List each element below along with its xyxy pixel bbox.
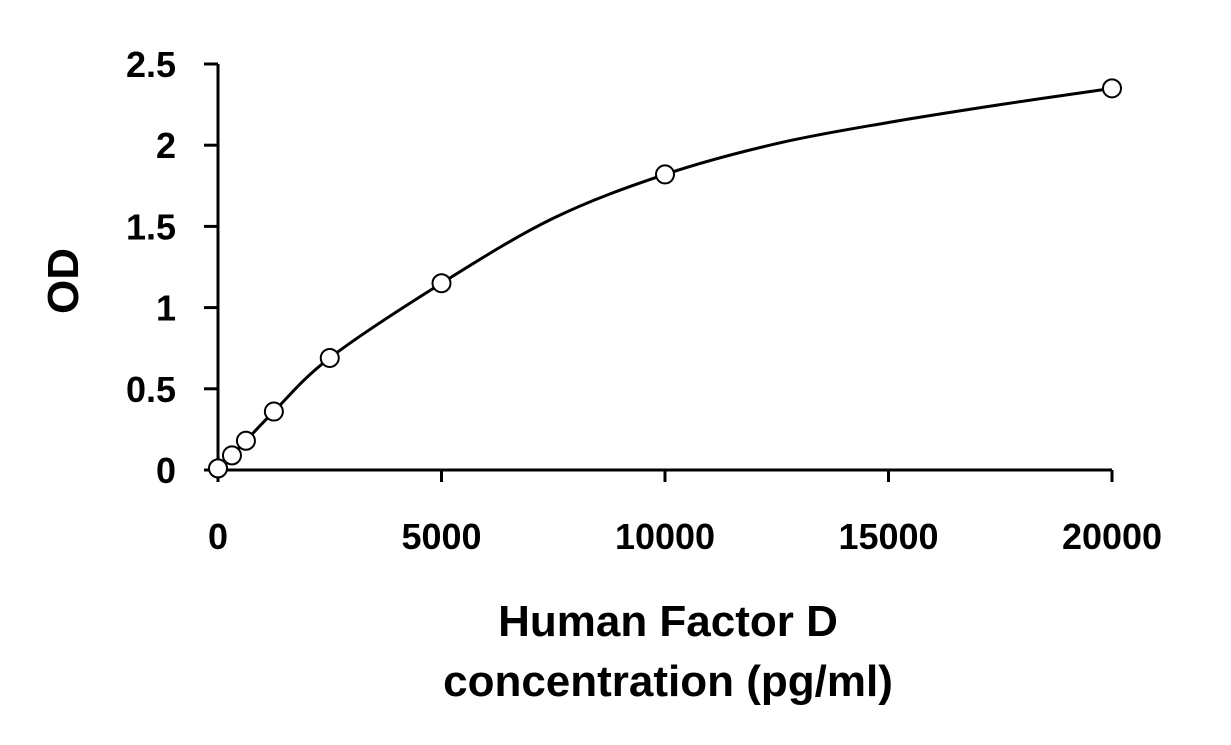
data-point — [431, 273, 452, 294]
x-ticks: 0 5000 10000 15000 20000 — [208, 470, 1162, 557]
y-tick-label: 1 — [156, 288, 176, 329]
y-tick-label: 2 — [156, 125, 176, 166]
data-points — [208, 78, 1122, 479]
data-point — [1102, 78, 1122, 99]
data-point — [235, 430, 256, 451]
x-axis: 0 5000 10000 15000 20000 — [208, 468, 1162, 557]
data-point — [221, 445, 242, 466]
y-axis: 0 0.5 1 1.5 2 2.5 — [126, 44, 220, 491]
x-tick-label: 10000 — [615, 516, 715, 557]
x-tick-label: 20000 — [1062, 516, 1162, 557]
x-tick-label: 15000 — [838, 516, 938, 557]
x-axis-title-line-1: Human Factor D — [498, 597, 838, 646]
fit-curve-line — [216, 86, 1113, 470]
data-point — [319, 347, 340, 368]
y-tick-label: 2.5 — [126, 44, 176, 85]
y-ticks: 0 0.5 1 1.5 2 2.5 — [126, 44, 218, 491]
x-tick-label: 5000 — [401, 516, 481, 557]
y-tick-label: 0 — [156, 450, 176, 491]
y-tick-label: 1.5 — [126, 206, 176, 247]
y-tick-label: 0.5 — [126, 369, 176, 410]
data-point — [208, 458, 228, 479]
data-point — [263, 401, 284, 422]
data-point — [655, 164, 675, 185]
x-axis-title-line-2: concentration (pg/ml) — [443, 657, 893, 706]
x-tick-label: 0 — [208, 516, 228, 557]
y-axis-title: OD — [39, 248, 88, 314]
